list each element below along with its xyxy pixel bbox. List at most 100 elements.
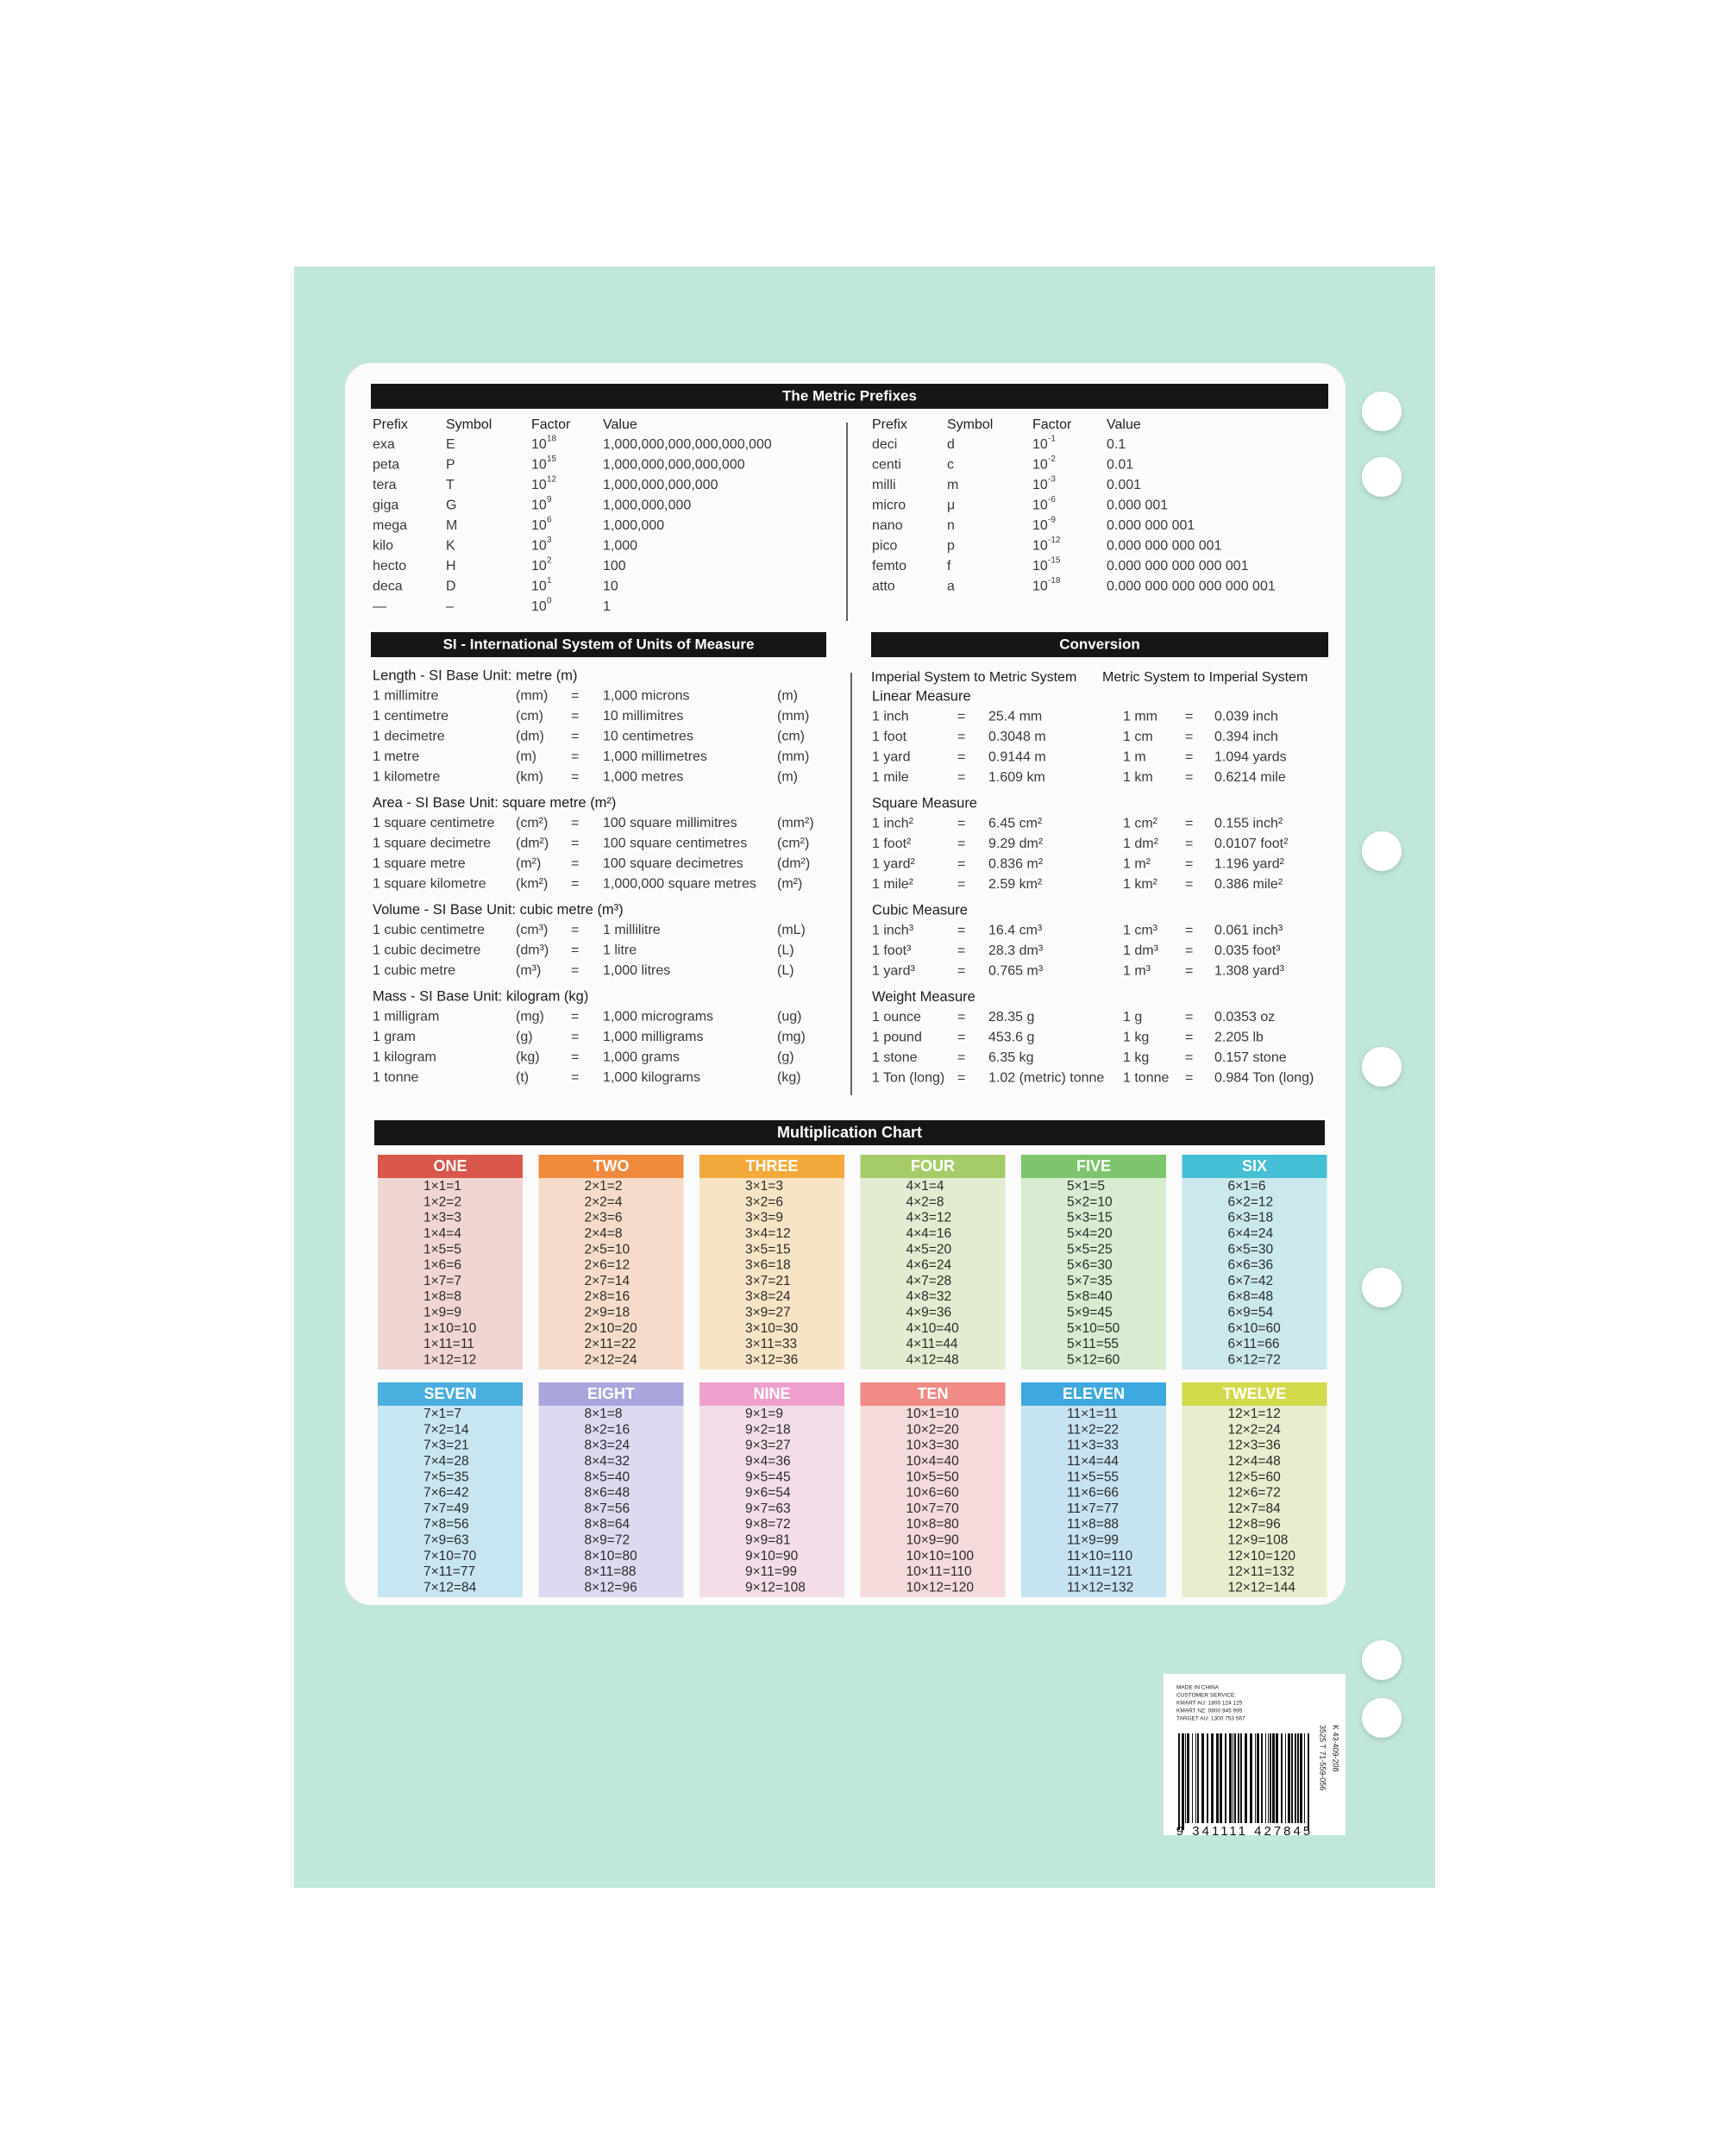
cell: 9.29 dm² (988, 837, 1044, 851)
fact: 10×5=50 (906, 1470, 960, 1484)
fact: 3×2=6 (745, 1194, 783, 1209)
factor-exponent: -1 (1048, 435, 1056, 444)
symbol: d (947, 437, 955, 452)
value: 1,000,000,000,000,000 (603, 458, 745, 473)
cell: 0.157 stone (1214, 1050, 1287, 1065)
fact: 10×4=40 (906, 1454, 960, 1469)
value: 0.000 000 000 001 (1107, 539, 1222, 554)
fact: 4×8=32 (906, 1289, 952, 1304)
cell: 100 square centimetres (603, 837, 747, 851)
hole (1362, 392, 1402, 431)
symbol: f (947, 559, 951, 573)
cell: (g) (777, 1050, 794, 1065)
prefix: mega (373, 518, 407, 533)
fact: 5×2=10 (1067, 1194, 1113, 1209)
factor-base: 10 (1032, 559, 1048, 573)
fact: 2×10=20 (585, 1321, 638, 1336)
cell: (mm) (516, 689, 548, 704)
fact: 8×9=72 (585, 1532, 630, 1547)
cell: (mL) (777, 923, 806, 937)
fact: 1×4=4 (423, 1226, 461, 1241)
value: 1,000,000,000 (603, 498, 691, 513)
cell: 0.061 inch³ (1214, 924, 1283, 938)
prefix: giga (373, 498, 398, 513)
fact: 4×1=4 (906, 1179, 944, 1194)
fact: 9×4=36 (745, 1454, 791, 1469)
cell: = (957, 730, 965, 744)
value: 0.01 (1107, 458, 1133, 473)
hole (1362, 457, 1402, 497)
fact: 7×3=21 (423, 1438, 469, 1453)
group-heading: Volume - SI Base Unit: cubic metre (m³) (373, 902, 624, 918)
symbol: T (446, 478, 455, 492)
prefix: atto (872, 580, 895, 594)
cell: 1 dm² (1123, 837, 1159, 851)
table-title: ONE (433, 1157, 467, 1175)
fact: 1×7=7 (423, 1274, 461, 1288)
cell: = (957, 943, 965, 958)
fact: 7×7=49 (423, 1501, 469, 1516)
hole (1362, 1698, 1402, 1738)
cell: 100 square millimitres (603, 816, 737, 830)
group-heading: Square Measure (872, 795, 977, 811)
factor-base: 10 (531, 478, 547, 492)
fact: 3×1=3 (745, 1179, 783, 1194)
cell: 1 Ton (long) (872, 1071, 944, 1086)
fact: 8×1=8 (585, 1407, 623, 1421)
cell: = (957, 817, 965, 831)
cell: = (1185, 924, 1193, 938)
value: 1,000,000,000,000,000,000 (603, 437, 772, 452)
cell: 0.3048 m (988, 730, 1046, 744)
cell: (mm) (777, 749, 809, 764)
table-body (860, 1178, 1006, 1369)
cell: = (571, 770, 579, 785)
factor-exponent: 9 (547, 495, 552, 505)
cell: 1 g (1123, 1010, 1142, 1025)
prefix: exa (373, 437, 395, 452)
fact: 11×12=132 (1067, 1580, 1133, 1595)
hole (1362, 1640, 1402, 1680)
table-title: SIX (1242, 1157, 1267, 1175)
factor-exponent: 15 (547, 454, 557, 464)
cell: (t) (516, 1070, 529, 1085)
symbol: a (947, 580, 955, 594)
cell: 0.035 foot³ (1214, 943, 1281, 958)
section-title: The Metric Prefixes (782, 387, 917, 404)
value: 100 (603, 559, 626, 573)
cell: = (571, 877, 579, 892)
factor-exponent: 18 (547, 435, 557, 444)
cell: = (1185, 817, 1193, 831)
column-header: Prefix (373, 417, 408, 432)
table-header (378, 1382, 523, 1406)
cell: 1 millimitre (373, 689, 439, 704)
prefix: kilo (373, 539, 393, 554)
cell: (dm²) (516, 837, 549, 851)
fact: 3×12=36 (745, 1352, 798, 1367)
fact: 5×4=20 (1067, 1226, 1113, 1241)
cell: 1,000 millimetres (603, 749, 707, 764)
cell: = (1185, 837, 1193, 851)
fact: 11×5=55 (1067, 1470, 1119, 1484)
fact: 2×11=22 (585, 1337, 637, 1351)
fact: 6×8=48 (1228, 1289, 1274, 1304)
fact: 11×2=22 (1067, 1422, 1119, 1437)
table-title: SEVEN (423, 1385, 476, 1402)
fact: 12×12=144 (1228, 1580, 1296, 1595)
cell: 1,000 litres (603, 963, 670, 978)
fact: 5×9=45 (1067, 1305, 1113, 1319)
cell: = (1185, 1031, 1193, 1045)
fact: 9×12=108 (745, 1580, 806, 1595)
cell: = (571, 689, 579, 704)
table-header (538, 1155, 684, 1178)
prefix: centi (872, 458, 901, 473)
fact: 10×2=20 (906, 1422, 960, 1437)
fact: 3×8=24 (745, 1289, 791, 1304)
cell: (km) (516, 770, 543, 785)
fact: 8×3=24 (585, 1438, 630, 1453)
fact: 4×3=12 (906, 1211, 952, 1225)
cell: = (957, 877, 965, 892)
fact: 2×8=16 (585, 1289, 630, 1304)
cell: = (957, 750, 965, 765)
label-line: MADE IN CHINA (1176, 1685, 1220, 1691)
